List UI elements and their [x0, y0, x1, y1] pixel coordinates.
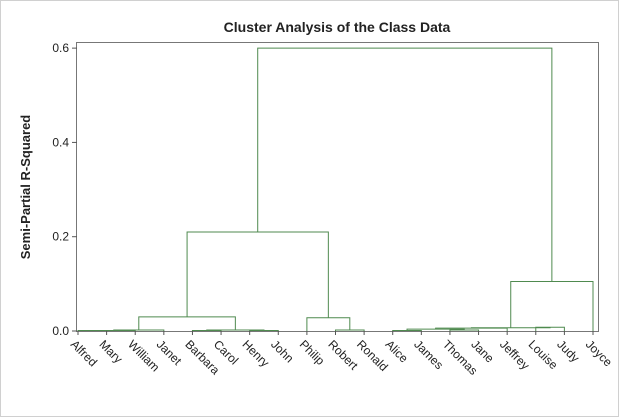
y-axis-title: Semi-Partial R-Squared — [18, 115, 33, 260]
dendrogram-link — [257, 47, 553, 282]
dendrogram-link — [510, 280, 594, 331]
y-tick-label: 0.2 — [52, 230, 69, 244]
y-tick-label: 0.6 — [52, 41, 69, 55]
dendrogram-link — [535, 326, 565, 331]
y-tick-label: 0.4 — [52, 135, 69, 149]
plot-frame — [76, 42, 599, 332]
dendrogram-link — [470, 327, 551, 329]
y-tick-label: 0.0 — [52, 324, 69, 338]
chart-title: Cluster Analysis of the Class Data — [224, 19, 451, 35]
